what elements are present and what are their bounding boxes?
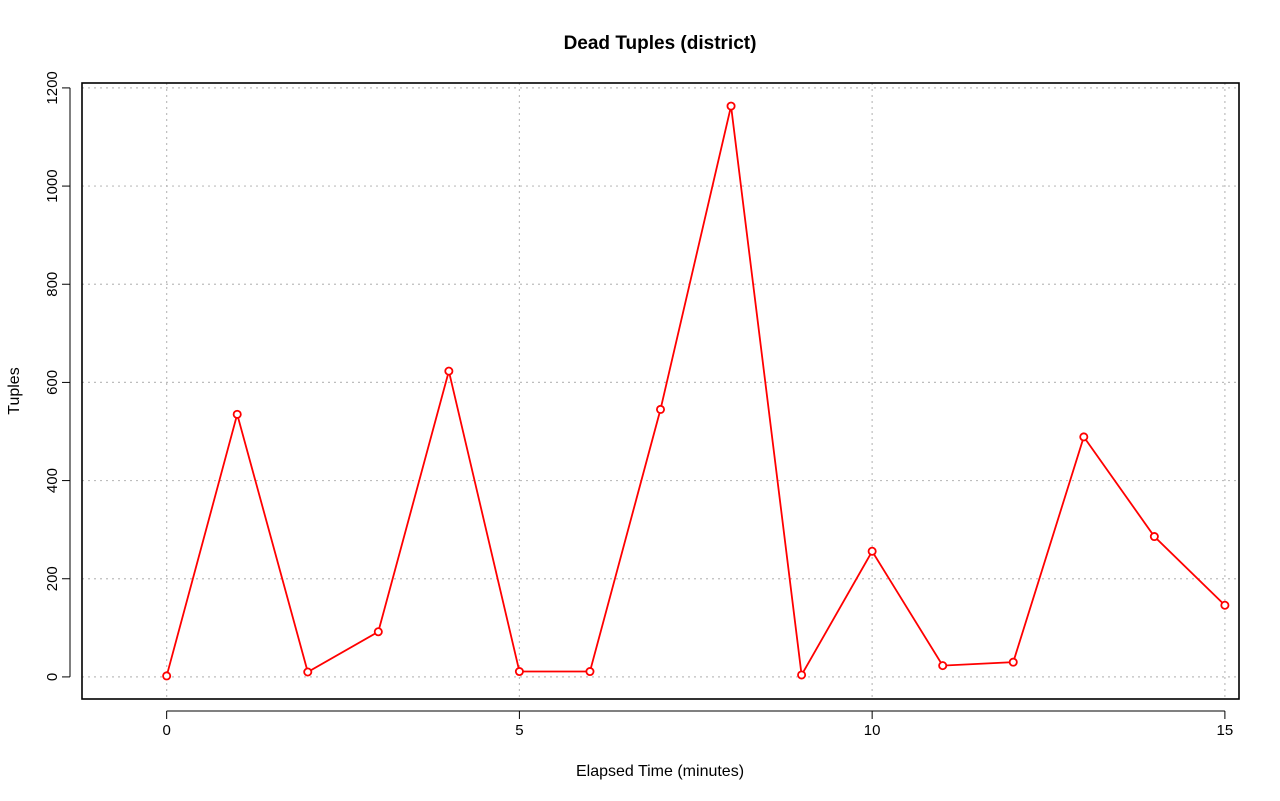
- data-point: [162, 671, 172, 681]
- data-point: [1220, 600, 1230, 610]
- data-point: [656, 404, 666, 414]
- series: [162, 101, 1230, 681]
- y-axis-label: Tuples: [6, 367, 23, 414]
- data-point: [373, 627, 383, 637]
- y-tick-label: 0: [44, 673, 61, 681]
- y-tick-label: 400: [44, 468, 61, 493]
- x-tick-label: 0: [162, 722, 170, 739]
- data-point: [1008, 657, 1018, 667]
- y-tick-label: 800: [44, 272, 61, 297]
- data-point: [585, 667, 595, 677]
- grid: [82, 83, 1239, 699]
- data-point: [232, 409, 242, 419]
- data-point: [444, 366, 454, 376]
- y-axis: 0 200 400 600 800 1000 1200: [44, 71, 71, 681]
- y-tick-label: 1000: [44, 169, 61, 202]
- plot-frame: [81, 82, 1240, 700]
- data-point: [303, 667, 313, 677]
- data-point: [1079, 432, 1089, 442]
- y-tick-label: 600: [44, 370, 61, 395]
- x-tick-label: 15: [1217, 722, 1234, 739]
- data-point: [867, 546, 877, 556]
- x-axis-label: Elapsed Time (minutes): [576, 763, 744, 780]
- series-line: [165, 105, 1226, 678]
- x-axis: 0 5 10 15: [162, 710, 1234, 739]
- data-point: [797, 670, 807, 680]
- y-tick-label: 200: [44, 566, 61, 591]
- chart-title: Dead Tuples (district): [564, 33, 757, 54]
- data-point: [938, 661, 948, 671]
- data-point: [1149, 532, 1159, 542]
- y-tick-label: 1200: [44, 71, 61, 104]
- data-point: [726, 101, 736, 111]
- x-tick-label: 5: [515, 722, 523, 739]
- data-point: [514, 667, 524, 677]
- x-tick-label: 10: [864, 722, 881, 739]
